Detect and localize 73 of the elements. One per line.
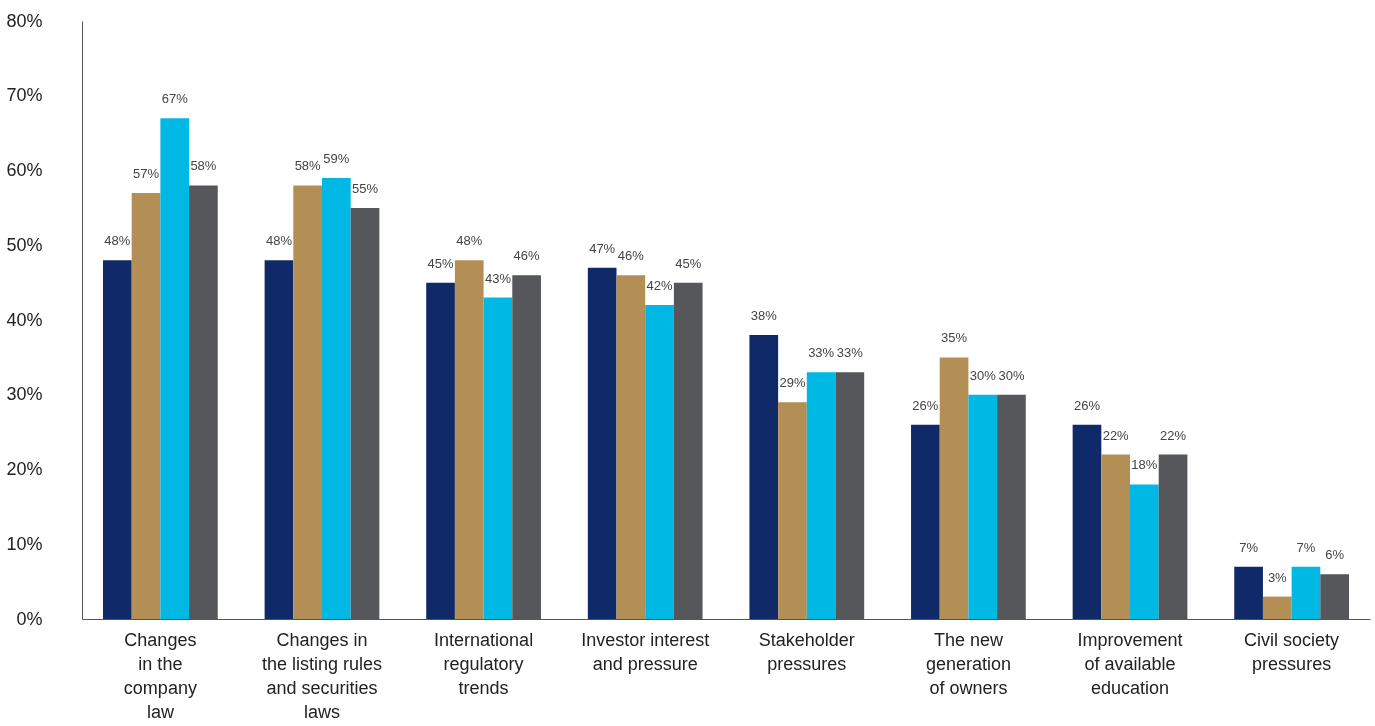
data-label: 45% bbox=[427, 255, 455, 271]
bar bbox=[968, 394, 998, 619]
bar bbox=[264, 260, 294, 619]
bar bbox=[778, 402, 807, 619]
data-label: 22% bbox=[1102, 427, 1130, 443]
data-label: 48% bbox=[265, 233, 293, 249]
y-tick-label: 70% bbox=[6, 85, 43, 106]
data-label: 57% bbox=[133, 165, 160, 181]
x-tick-label: International regulatory trends bbox=[434, 629, 534, 698]
data-label: 33% bbox=[808, 345, 835, 361]
bar bbox=[616, 275, 646, 619]
y-tick-label: 40% bbox=[6, 309, 43, 330]
bar bbox=[587, 267, 617, 619]
bar bbox=[911, 424, 940, 619]
y-tick-label: 50% bbox=[6, 234, 43, 255]
data-label: 58% bbox=[190, 158, 217, 174]
data-label: 43% bbox=[484, 270, 512, 286]
data-label: 58% bbox=[294, 158, 322, 174]
bar bbox=[321, 177, 351, 619]
bar bbox=[1101, 454, 1131, 619]
bar bbox=[160, 118, 190, 619]
data-label: 46% bbox=[513, 248, 541, 264]
bar bbox=[1291, 566, 1321, 619]
x-tick-label: Investor interest and pressure bbox=[581, 629, 710, 674]
y-tick-label: 10% bbox=[6, 533, 43, 554]
data-label: 55% bbox=[352, 180, 379, 196]
data-label: 22% bbox=[1160, 427, 1187, 443]
data-label: 47% bbox=[589, 240, 616, 256]
x-tick-label: Civil society pressures bbox=[1244, 629, 1340, 674]
data-label: 42% bbox=[646, 278, 673, 294]
data-label: 45% bbox=[675, 255, 702, 271]
data-label: 6% bbox=[1325, 547, 1345, 563]
bar bbox=[426, 282, 455, 619]
bar bbox=[293, 185, 322, 619]
x-tick-label: Changes in the company law bbox=[123, 629, 197, 722]
data-label: 26% bbox=[1073, 397, 1101, 413]
bar bbox=[483, 297, 513, 619]
y-tick-label: 20% bbox=[6, 459, 43, 479]
data-label: 33% bbox=[836, 345, 864, 361]
bar bbox=[131, 192, 161, 619]
data-label: 67% bbox=[161, 91, 189, 107]
bar bbox=[806, 372, 836, 619]
data-label: 59% bbox=[323, 150, 350, 166]
data-label: 7% bbox=[1296, 539, 1316, 555]
x-tick-label: Changes in the listing rules and securities laws bbox=[261, 629, 383, 722]
y-tick-label: 30% bbox=[6, 384, 43, 405]
x-tick-label: The new generation of owners bbox=[925, 629, 1011, 698]
bar bbox=[1262, 596, 1292, 619]
bar bbox=[645, 305, 674, 619]
bar bbox=[454, 260, 484, 619]
y-tick-label: 60% bbox=[6, 160, 43, 180]
bar bbox=[103, 260, 132, 619]
y-tick-label: 80% bbox=[6, 10, 43, 31]
data-label: 46% bbox=[617, 248, 645, 264]
data-label: 18% bbox=[1131, 457, 1158, 473]
bar bbox=[749, 334, 779, 619]
data-label: 48% bbox=[104, 233, 131, 249]
bar bbox=[1130, 484, 1159, 619]
y-tick-label: 0% bbox=[16, 608, 43, 629]
data-label: 30% bbox=[969, 367, 997, 383]
data-label: 35% bbox=[941, 330, 968, 346]
data-label: 7% bbox=[1239, 539, 1259, 555]
data-label: 3% bbox=[1267, 569, 1288, 585]
bar bbox=[939, 357, 969, 619]
data-label: 30% bbox=[998, 367, 1025, 383]
x-tick-label: Stakeholder pressures bbox=[758, 629, 855, 674]
data-label: 29% bbox=[779, 375, 806, 391]
data-label: 48% bbox=[456, 233, 483, 249]
data-label: 26% bbox=[912, 397, 939, 413]
data-label: 38% bbox=[750, 307, 778, 323]
x-tick-label: Improvement of available education bbox=[1077, 629, 1183, 698]
bar bbox=[1234, 566, 1263, 619]
bar bbox=[1072, 424, 1102, 619]
